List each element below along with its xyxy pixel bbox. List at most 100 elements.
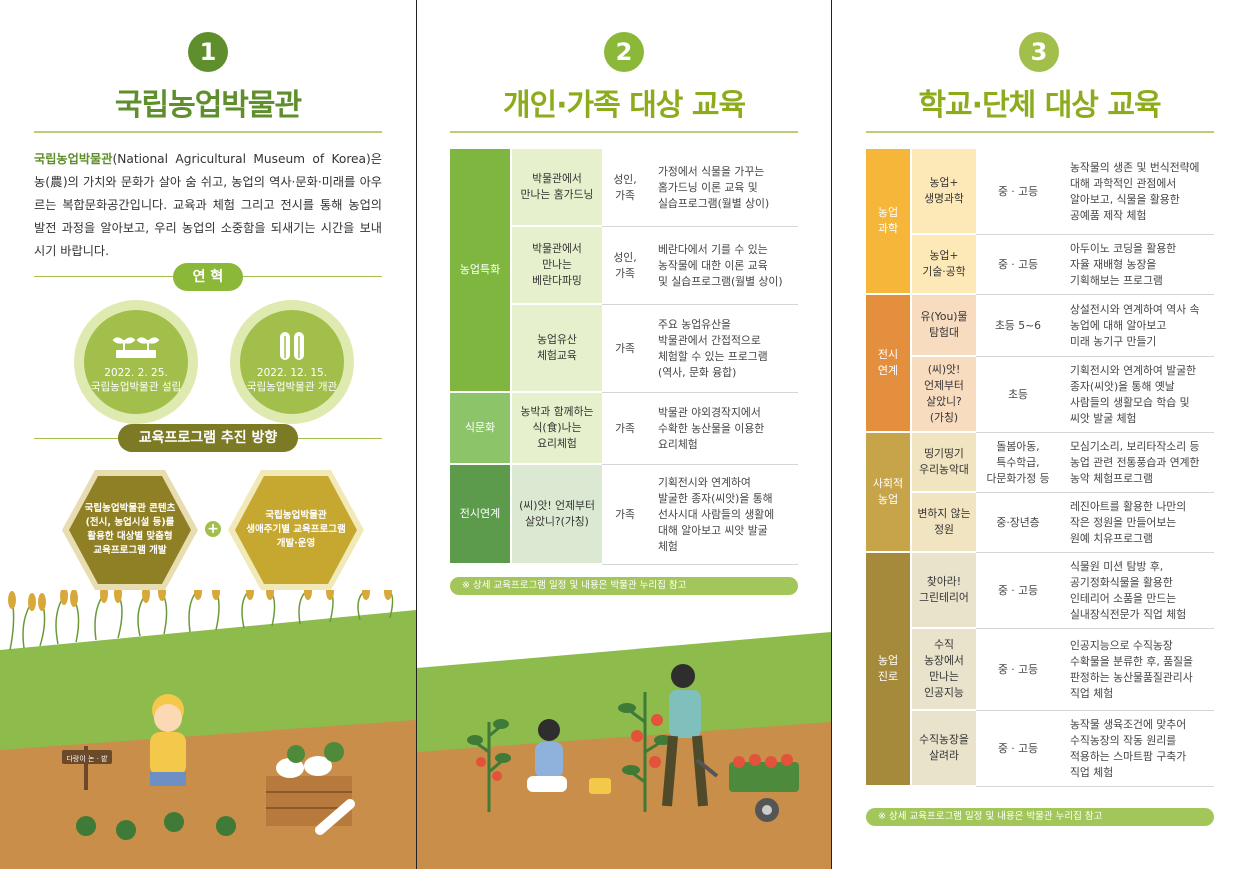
intro-lead: 국립농업박물관: [34, 152, 113, 166]
target-audience-cell: 중 · 고등: [976, 149, 1060, 235]
description-cell: 박물관 야외경작지에서 수확한 농산물을 이용한 요리체험: [648, 393, 798, 465]
intro-text: (National Agricultural Museum of Korea)은…: [34, 152, 382, 258]
page-title: 학교·단체 대상 교육: [918, 88, 1161, 123]
program-table-family: 농업특화 박물관에서 만나는 홈가드닝 성인, 가족 가정에서 식물을 가꾸는 홈가드…: [450, 149, 798, 565]
page-title: 국립농업박물관: [114, 88, 302, 123]
description-cell: 상설전시와 연계하여 역사 속 농업에 대해 알아보고 미래 농기구 만들기: [1060, 295, 1214, 357]
description-cell: 모심기소리, 보리타작소리 등 농업 관련 전통풍습과 연계한 농악 체험프로그…: [1060, 433, 1214, 493]
program-name-cell: 농업유산 체험교육: [510, 305, 602, 393]
description-cell: 농작물 생육조건에 맞추어 수직농장의 작동 원리를 적용하는 스마트팜 구축가…: [1060, 711, 1214, 787]
fold-line-1: [416, 0, 417, 869]
history-date: 2022. 12. 15.: [256, 367, 328, 379]
program-name-cell: (씨)앗! 언제부터 살았니? (가칭): [910, 357, 976, 433]
category-cell: 농업 진로: [866, 553, 910, 787]
table-row: 농업 과학 농업+ 생명과학 중 · 고등 농작물의 생존 및 번식전략에 대해 과학…: [866, 149, 1214, 295]
field-sign-text: 다랑이 논 · 밭: [66, 755, 108, 763]
table-row: 전시연계 (씨)앗! 언제부터 살았니?(가칭) 가족 기획전시와 연계하여 발굴한 …: [450, 465, 798, 565]
target-audience-cell: 가족: [602, 393, 648, 465]
table-row: 농업 진로 찾아라! 그린테리어 중 · 고등 식물원 미션 탐방 후, 공기정화식물…: [866, 553, 1214, 787]
title-divider: [34, 131, 382, 133]
table-row: 박물관에서 만나는 베란다파밍 성인, 가족 베란다에서 기를 수 있는 농작물에 …: [450, 227, 798, 305]
target-audience-cell: 성인, 가족: [602, 227, 648, 305]
history-desc: 국립농업박물관 설립: [90, 381, 182, 393]
description-cell: 베란다에서 기를 수 있는 농작물에 대한 이론 교육 및 실습프로그램(월별 …: [648, 227, 798, 305]
table-row: 농업특화 박물관에서 만나는 홈가드닝 성인, 가족 가정에서 식물을 가꾸는 홈가드…: [450, 149, 798, 393]
fold-line-2: [831, 0, 832, 869]
direction-hexagon-1: 국립농업박물관 콘텐츠 (전시, 농업시설 등)를 활용한 대상별 맞춤형 교육…: [60, 468, 200, 592]
table-row: 농업유산 체험교육 가족 주요 농업유산을 박물관에서 간접적으로 체험할 수 있는…: [450, 305, 798, 393]
program-name-cell: 띵기띵기 우리농악대: [910, 433, 976, 493]
description-cell: 가정에서 식물을 가꾸는 홈가드닝 이론 교육 및 실습프로그램(월별 상이): [648, 149, 798, 227]
plus-icon: +: [205, 521, 221, 537]
program-name-cell: 농업+ 기술·공학: [910, 235, 976, 295]
target-audience-cell: 가족: [602, 305, 648, 393]
table-row: 농업+ 기술·공학 중 · 고등 아두이노 코딩을 활용한 자율 재배형 농장을 기…: [866, 235, 1214, 295]
program-name-cell: 박물관에서 만나는 홈가드닝: [510, 149, 602, 227]
table-row: 수직 농장에서 만나는 인공지능 중 · 고등 인공지능으로 수직농장 수확물을 분…: [866, 629, 1214, 711]
program-name-cell: 변하지 않는 정원: [910, 493, 976, 553]
panel-individual-family: 2 개인·가족 대상 교육 농업특화 박물관에서 만나는 홈가드닝 성인, 가족 가정…: [417, 0, 831, 869]
program-name-cell: 수직 농장에서 만나는 인공지능: [910, 629, 976, 711]
direction-hexagon-2: 국립농업박물관 생애주기별 교육프로그램 개발·운영: [226, 468, 366, 592]
table-row: 변하지 않는 정원 중·장년층 레진아트를 활용한 나만의 작은 정원을 만들어보는…: [866, 493, 1214, 553]
target-audience-cell: 중·장년층: [976, 493, 1060, 553]
category-cell: 농업 과학: [866, 149, 910, 295]
category-cell: 전시 연계: [866, 295, 910, 433]
category-cell: 전시연계: [450, 465, 510, 565]
history-item-founding: 2022. 2. 25. 국립농업박물관 설립: [74, 300, 198, 424]
description-cell: 아두이노 코딩을 활용한 자율 재배형 농장을 기획해보는 프로그램: [1060, 235, 1214, 295]
category-cell: 사회적 농업: [866, 433, 910, 553]
title-divider: [866, 131, 1214, 133]
history-desc: 국립농업박물관 개관: [246, 381, 338, 393]
program-name-cell: 농박과 함께하는 식(食)나는 요리체험: [510, 393, 602, 465]
footnote: ※ 상세 교육프로그램 일정 및 내용은 박물관 누리집 참고: [450, 577, 798, 595]
program-table-school: 농업 과학 농업+ 생명과학 중 · 고등 농작물의 생존 및 번식전략에 대해 과학…: [866, 149, 1214, 787]
section-number-badge: 3: [1019, 32, 1059, 72]
history-item-opening: 2022. 12. 15. 국립농업박물관 개관: [230, 300, 354, 424]
farm-field-illustration: [0, 590, 416, 869]
garden-family-illustration: [417, 632, 831, 869]
sprout-icon: [84, 326, 188, 362]
table-row: 식문화 농박과 함께하는 식(食)나는 요리체험 가족 박물관 야외경작지에서 수확한…: [450, 393, 798, 465]
table-row: (씨)앗! 언제부터 살았니? (가칭) 초등 기획전시와 연계하여 발굴한 종자(…: [866, 357, 1214, 433]
target-audience-cell: 중 · 고등: [976, 629, 1060, 711]
history-date: 2022. 2. 25.: [104, 367, 168, 379]
category-cell: 식문화: [450, 393, 510, 465]
description-cell: 기획전시와 연계하여 발굴한 종자(씨앗)을 통해 옛날 사람들의 생활모습 학…: [1060, 357, 1214, 433]
footnote: ※ 상세 교육프로그램 일정 및 내용은 박물관 누리집 참고: [866, 808, 1214, 826]
table-row: 전시 연계 유(You)물 탐험대 초등 5~6 상설전시와 연계하여 역사 속 농업…: [866, 295, 1214, 433]
program-name-cell: (씨)앗! 언제부터 살았니?(가칭): [510, 465, 602, 565]
history-heading: 연 혁: [173, 263, 243, 291]
panel-school-group: 3 학교·단체 대상 교육 농업 과학 농업+ 생명과학 중 · 고등 농작물의 생존…: [832, 0, 1247, 869]
direction-heading: 교육프로그램 추진 방향: [118, 424, 298, 452]
target-audience-cell: 가족: [602, 465, 648, 565]
description-cell: 식물원 미션 탐방 후, 공기정화식물을 활용한 인테리어 소품을 만드는 실내…: [1060, 553, 1214, 629]
target-audience-cell: 중 · 고등: [976, 553, 1060, 629]
category-cell: 농업특화: [450, 149, 510, 393]
target-audience-cell: 중 · 고등: [976, 235, 1060, 295]
table-row: 수직농장을 살려라 중 · 고등 농작물 생육조건에 맞추어 수직농장의 작동 원리…: [866, 711, 1214, 787]
target-audience-cell: 성인, 가족: [602, 149, 648, 227]
target-audience-cell: 초등: [976, 357, 1060, 433]
description-cell: 농작물의 생존 및 번식전략에 대해 과학적인 관점에서 알아보고, 식물을 활…: [1060, 149, 1214, 235]
program-name-cell: 수직농장을 살려라: [910, 711, 976, 787]
target-audience-cell: 중 · 고등: [976, 711, 1060, 787]
target-audience-cell: 초등 5~6: [976, 295, 1060, 357]
target-audience-cell: 돌봄아동, 특수학급, 다문화가정 등: [976, 433, 1060, 493]
description-cell: 기획전시와 연계하여 발굴한 종자(씨앗)을 통해 선사시대 사람들의 생활에 …: [648, 465, 798, 565]
program-name-cell: 농업+ 생명과학: [910, 149, 976, 235]
description-cell: 레진아트를 활용한 나만의 작은 정원을 만들어보는 원예 치유프로그램: [1060, 493, 1214, 553]
title-divider: [450, 131, 798, 133]
description-cell: 인공지능으로 수직농장 수확물을 분류한 후, 품질을 판정하는 농산물품질관리…: [1060, 629, 1214, 711]
section-number-badge: 1: [188, 32, 228, 72]
program-name-cell: 박물관에서 만나는 베란다파밍: [510, 227, 602, 305]
table-row: 사회적 농업 띵기띵기 우리농악대 돌봄아동, 특수학급, 다문화가정 등 모심기소리…: [866, 433, 1214, 553]
intro-paragraph: 국립농업박물관(National Agricultural Museum of …: [34, 148, 382, 263]
program-name-cell: 유(You)물 탐험대: [910, 295, 976, 357]
description-cell: 주요 농업유산을 박물관에서 간접적으로 체험할 수 있는 프로그램 (역사, …: [648, 305, 798, 393]
program-name-cell: 찾아라! 그린테리어: [910, 553, 976, 629]
panel-museum-intro: 1 국립농업박물관 국립농업박물관(National Agricultural …: [0, 0, 416, 869]
wheat-icon: [240, 326, 344, 362]
section-number-badge: 2: [604, 32, 644, 72]
page-title: 개인·가족 대상 교육: [502, 88, 746, 123]
